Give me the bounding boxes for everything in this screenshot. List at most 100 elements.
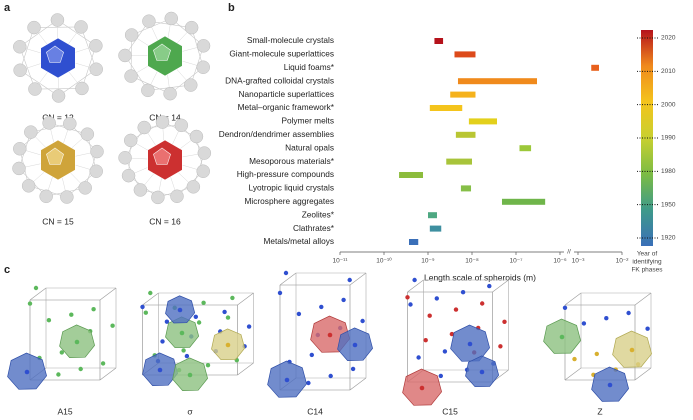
- cage-atom: [27, 20, 41, 35]
- cage-atom: [141, 83, 155, 98]
- cell-edge: [142, 292, 159, 306]
- atom: [33, 285, 39, 291]
- atom: [319, 304, 324, 310]
- atom: [143, 310, 148, 315]
- cage-atom: [151, 190, 165, 205]
- category-label: Nanoparticle superlattices: [239, 89, 334, 99]
- atom: [427, 313, 432, 318]
- cell-edge: [492, 279, 509, 293]
- atom: [164, 319, 170, 324]
- atom: [423, 338, 428, 343]
- atom: [502, 319, 507, 324]
- range-bar: [457, 78, 537, 85]
- atom: [140, 304, 145, 310]
- colorbar-label: Year of: [637, 251, 658, 258]
- range-bar: [519, 145, 532, 152]
- cage-atom: [137, 120, 151, 135]
- x-tick-label: 10⁻⁶: [553, 258, 567, 265]
- atom: [341, 297, 346, 303]
- cage-atom: [118, 48, 132, 63]
- category-label: Metals/metal alloys: [263, 236, 334, 246]
- cage-atom: [28, 82, 42, 96]
- colorbar-tick-label: 2000: [661, 101, 676, 108]
- atom: [449, 331, 455, 337]
- coordination-label: CN = 15: [42, 216, 74, 226]
- cell-edge: [349, 377, 367, 391]
- cage-atom: [170, 189, 184, 204]
- atom: [645, 326, 650, 331]
- range-bar: [399, 172, 424, 178]
- range-bar: [591, 64, 599, 71]
- atom: [184, 353, 190, 359]
- cage-atom: [80, 127, 95, 141]
- atom: [626, 310, 631, 316]
- polyhedron-facet: [153, 43, 171, 61]
- cell-edge: [99, 287, 117, 301]
- cage-atom: [164, 11, 179, 26]
- atom: [562, 305, 568, 310]
- polyhedron-center: [607, 382, 613, 388]
- atom: [498, 344, 503, 349]
- category-label: Zeolites*: [302, 209, 335, 219]
- polyhedron-facet: [153, 147, 171, 165]
- atom: [328, 373, 333, 379]
- cage-atom: [39, 189, 53, 204]
- atom: [27, 301, 33, 306]
- x-tick-label: 10⁻¹¹: [333, 258, 349, 265]
- atom: [246, 324, 252, 329]
- range-bar: [501, 198, 546, 205]
- colorbar-tick-label: 1950: [661, 201, 676, 208]
- polyhedron-center: [327, 332, 333, 338]
- atom: [277, 290, 283, 296]
- cell-edge: [349, 272, 367, 286]
- colorbar-tick-label: 1920: [661, 235, 676, 242]
- atom: [181, 348, 186, 353]
- panel-label: b: [228, 2, 235, 14]
- structure-label: Z: [597, 406, 602, 416]
- structure-label: C15: [442, 406, 458, 416]
- atom: [222, 309, 227, 315]
- cage-atom: [78, 181, 92, 195]
- polyhedron-center: [177, 307, 183, 313]
- cage-atom: [24, 125, 38, 139]
- category-label: DNA-grafted colloidal crystals: [225, 75, 334, 85]
- range-bar: [460, 185, 472, 192]
- category-label: Natural opals: [285, 142, 334, 152]
- cage-atom: [196, 39, 211, 53]
- colorbar-tick-label: 2020: [661, 35, 676, 42]
- range-bar: [409, 239, 419, 245]
- range-bar: [450, 91, 476, 98]
- range-bar: [434, 38, 444, 44]
- category-label: Liquid foams*: [284, 62, 335, 72]
- range-bar: [455, 131, 476, 138]
- colorbar-label: FK phases: [631, 267, 663, 274]
- cage-atom: [12, 161, 26, 176]
- x-tick-label: 10⁻⁸: [465, 258, 479, 265]
- atom: [442, 349, 448, 354]
- atom: [91, 307, 96, 312]
- polyhedron-center: [479, 369, 485, 375]
- cell-edge: [564, 292, 582, 306]
- atom: [225, 315, 231, 320]
- cell-edge: [634, 367, 652, 381]
- category-label: Giant-molecule superlattices: [229, 49, 334, 59]
- polyhedron-center: [419, 385, 425, 391]
- cage-edge: [81, 45, 97, 89]
- atom: [434, 296, 439, 301]
- category-label: Polymer melts: [281, 116, 334, 126]
- category-label: Mesoporous materials*: [249, 156, 335, 166]
- atom: [283, 270, 289, 276]
- category-label: High-pressure compounds: [237, 169, 334, 179]
- colorbar-tick-label: 1990: [661, 135, 676, 142]
- cage-atom: [50, 13, 65, 27]
- x-axis-label: Length scale of spheroids (m): [424, 272, 536, 282]
- cage-atom: [124, 28, 139, 42]
- polyhedron-center: [284, 377, 290, 383]
- atom: [78, 366, 83, 372]
- atom: [56, 372, 61, 377]
- atom: [350, 366, 356, 372]
- category-label: Metal–organic framework*: [238, 102, 335, 112]
- atom: [205, 363, 211, 368]
- atom: [46, 318, 52, 323]
